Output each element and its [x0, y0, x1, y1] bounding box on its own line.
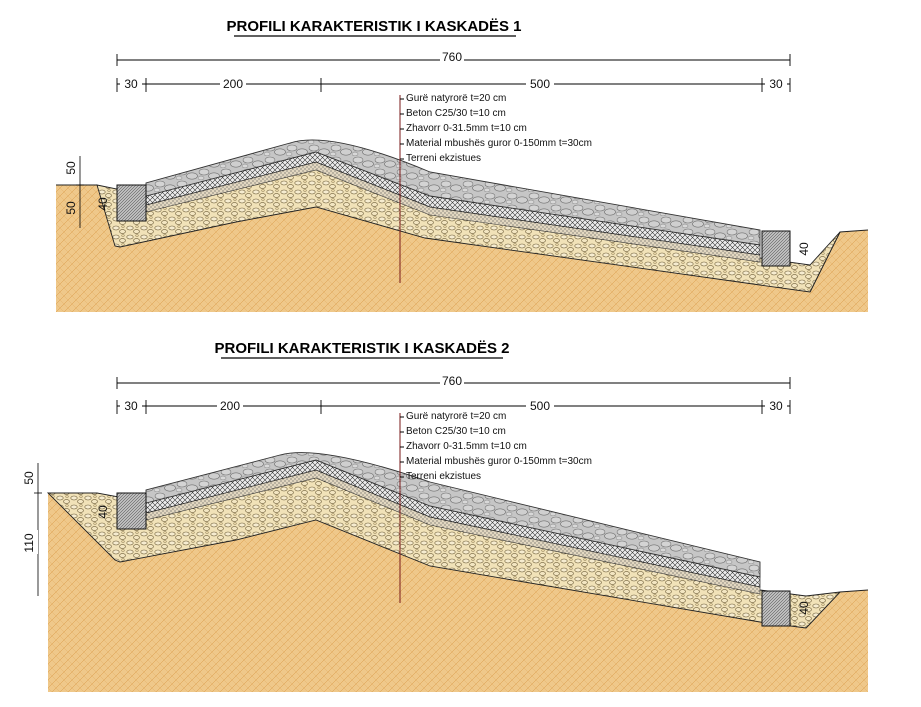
profile-2-legend: Gurë natyrorë t=20 cm Beton C25/30 t=10 …: [400, 411, 592, 482]
profile-1-left-dim-bottom: 50: [64, 201, 78, 215]
profile-2-legend-gravel: Zhavorr 0-31.5mm t=10 cm: [406, 441, 527, 452]
profile-2: PROFILI KARAKTERISTIK I KASKADËS 2 40 40…: [22, 340, 869, 692]
profile-1-dim-30-left: 30: [124, 77, 138, 91]
profile-1-left-block: [116, 184, 147, 222]
profile-1-legend: Gurë natyrorë t=20 cm Beton C25/30 t=10 …: [400, 93, 592, 164]
profile-2-legend-fill: Material mbushës guror 0-150mm t=30cm: [406, 456, 592, 467]
profile-2-right-block-dim: 40: [797, 601, 811, 615]
profile-2-dim-30-left: 30: [124, 399, 138, 413]
profile-1-right-block: [761, 230, 791, 267]
profile-1-dim-500: 500: [530, 77, 550, 91]
profile-2-total-dim: 760: [442, 374, 462, 388]
profile-2-legend-stone: Gurë natyrorë t=20 cm: [406, 411, 506, 422]
profile-2-dim-30-right: 30: [769, 399, 783, 413]
profile-1-legend-concrete: Beton C25/30 t=10 cm: [406, 108, 506, 119]
profile-2-dimensions: 760 30 200 500 30: [116, 374, 791, 414]
profile-2-legend-concrete: Beton C25/30 t=10 cm: [406, 426, 506, 437]
profile-2-title: PROFILI KARAKTERISTIK I KASKADËS 2: [214, 340, 509, 357]
profile-1-dim-200: 200: [223, 77, 243, 91]
profile-1-dim-30-right: 30: [769, 77, 783, 91]
profile-2-left-block-dim: 40: [96, 505, 110, 519]
profile-2-left-block: [116, 492, 147, 530]
profile-1-legend-fill: Material mbushës guror 0-150mm t=30cm: [406, 138, 592, 149]
profile-2-legend-terrain: Terreni ekzistues: [406, 471, 481, 482]
profile-1-total-dim: 760: [442, 50, 462, 64]
profile-1-left-block-dim: 40: [96, 197, 110, 211]
profile-1-right-block-dim: 40: [797, 242, 811, 256]
profile-2-dim-200: 200: [220, 399, 240, 413]
profile-1-legend-stone: Gurë natyrorë t=20 cm: [406, 93, 506, 104]
profile-2-dim-500: 500: [530, 399, 550, 413]
profile-1-left-dim-top: 50: [64, 161, 78, 175]
profile-1-existing-terrain: [56, 185, 868, 312]
profile-2-existing-terrain: [48, 493, 868, 692]
profile-2-left-dim-top: 50: [22, 471, 36, 485]
profile-1-title: PROFILI KARAKTERISTIK I KASKADËS 1: [226, 18, 521, 35]
profile-1-legend-gravel: Zhavorr 0-31.5mm t=10 cm: [406, 123, 527, 134]
profile-2-stone-layer: [145, 452, 761, 578]
profile-1-legend-terrain: Terreni ekzistues: [406, 153, 481, 164]
profile-2-left-dim-bottom: 110: [22, 533, 36, 552]
profile-1-dimensions: 760 30 200 500 30: [116, 50, 791, 92]
profile-2-right-block: [761, 590, 791, 627]
profile-1: PROFILI KARAKTERISTIK I KASKADËS 1 40 40…: [56, 18, 869, 312]
profile-1-stone-layer: [145, 139, 761, 246]
